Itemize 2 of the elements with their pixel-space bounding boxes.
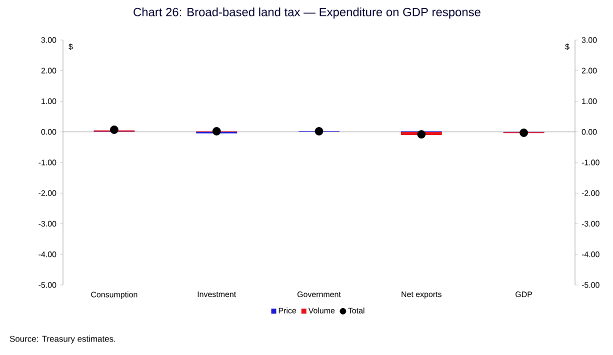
- chart-title: Chart 26: Broad-based land tax — Expenditure on GDP response: [134, 8, 480, 19]
- source-note: Source: Treasury estimates.: [10, 336, 116, 344]
